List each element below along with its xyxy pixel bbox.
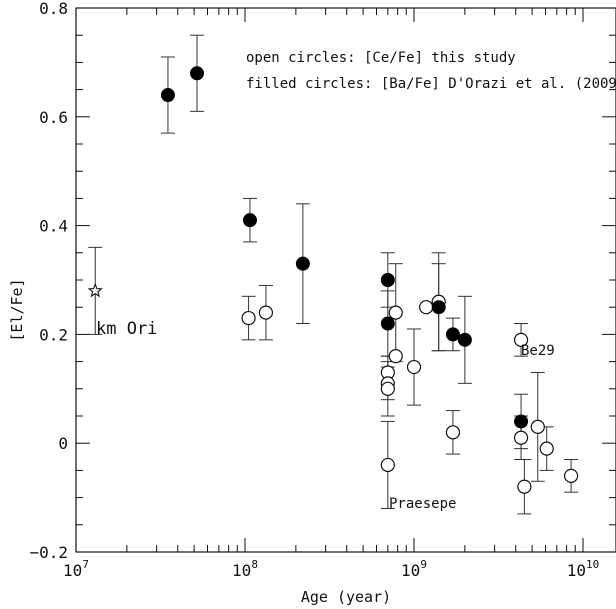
y-axis-title: [El/Fe] <box>8 278 26 341</box>
filled-circle-point <box>457 332 472 347</box>
filled-circle-point <box>514 414 529 429</box>
x-axis-title: Age (year) <box>301 588 391 606</box>
x-tick-label: 108 <box>232 558 258 580</box>
x-tick-label: 109 <box>401 558 427 580</box>
legend-entry-open-circles: open circles: [Ce/Fe] this study <box>246 50 516 66</box>
open-circle-point <box>530 419 545 434</box>
filled-circle-point <box>295 256 310 271</box>
open-circle-point <box>380 457 395 473</box>
y-tick-label: 0.6 <box>39 108 68 127</box>
open-circle-point <box>258 305 274 320</box>
legend-entry-filled-circles: filled circles: [Ba/Fe] D'Orazi et al. (… <box>246 76 616 92</box>
open-circle-point <box>517 479 532 494</box>
open-circle-point <box>380 381 395 396</box>
annotation-praesepe: Praesepe <box>389 496 456 512</box>
x-tick-label: 1010 <box>567 558 600 580</box>
annotation-be29: Be29 <box>521 343 555 359</box>
axis-ticks <box>75 7 616 553</box>
y-tick-label: 0 <box>58 434 68 453</box>
error-bars <box>88 34 579 515</box>
filled-circle-point <box>445 327 460 342</box>
annotation-km-ori: km Ori <box>96 319 157 339</box>
open-circle-point <box>388 305 403 320</box>
filled-circle-point <box>190 66 205 81</box>
open-circle-point <box>388 349 403 364</box>
y-tick-label: 0.2 <box>39 325 68 344</box>
open-circle-point <box>445 425 461 440</box>
open-circle-point <box>241 310 256 326</box>
filled-circle-point <box>380 316 395 331</box>
y-tick-label: 0.4 <box>39 217 68 236</box>
x-tick-label-exponent: 10 <box>586 558 599 571</box>
data-markers <box>87 66 579 494</box>
x-tick-label-base: 10 <box>401 561 420 580</box>
filled-circle-point <box>431 300 446 315</box>
filled-circle-point <box>160 88 175 103</box>
axis-tick-labels: 107 108 109 1010−0.200.20.40.60.8 <box>29 0 599 580</box>
open-circle-point <box>539 441 554 456</box>
open-circle-point <box>406 359 422 375</box>
filled-circle-point <box>242 213 257 228</box>
x-tick-label-exponent: 8 <box>251 558 258 571</box>
open-circle-point <box>513 332 529 347</box>
filled-circle-point <box>380 273 395 287</box>
open-circle-point <box>563 468 579 483</box>
star-point <box>87 282 103 298</box>
x-tick-label-exponent: 9 <box>420 558 427 571</box>
y-tick-label: −0.2 <box>29 543 68 562</box>
x-tick-label: 107 <box>63 558 89 580</box>
x-tick-label-base: 10 <box>63 561 82 580</box>
x-tick-label-base: 10 <box>567 561 586 580</box>
x-tick-label-exponent: 7 <box>82 558 89 571</box>
open-circle-point <box>513 430 529 445</box>
x-tick-label-base: 10 <box>232 561 251 580</box>
y-tick-label: 0.8 <box>39 0 68 18</box>
open-circle-point <box>419 300 434 315</box>
